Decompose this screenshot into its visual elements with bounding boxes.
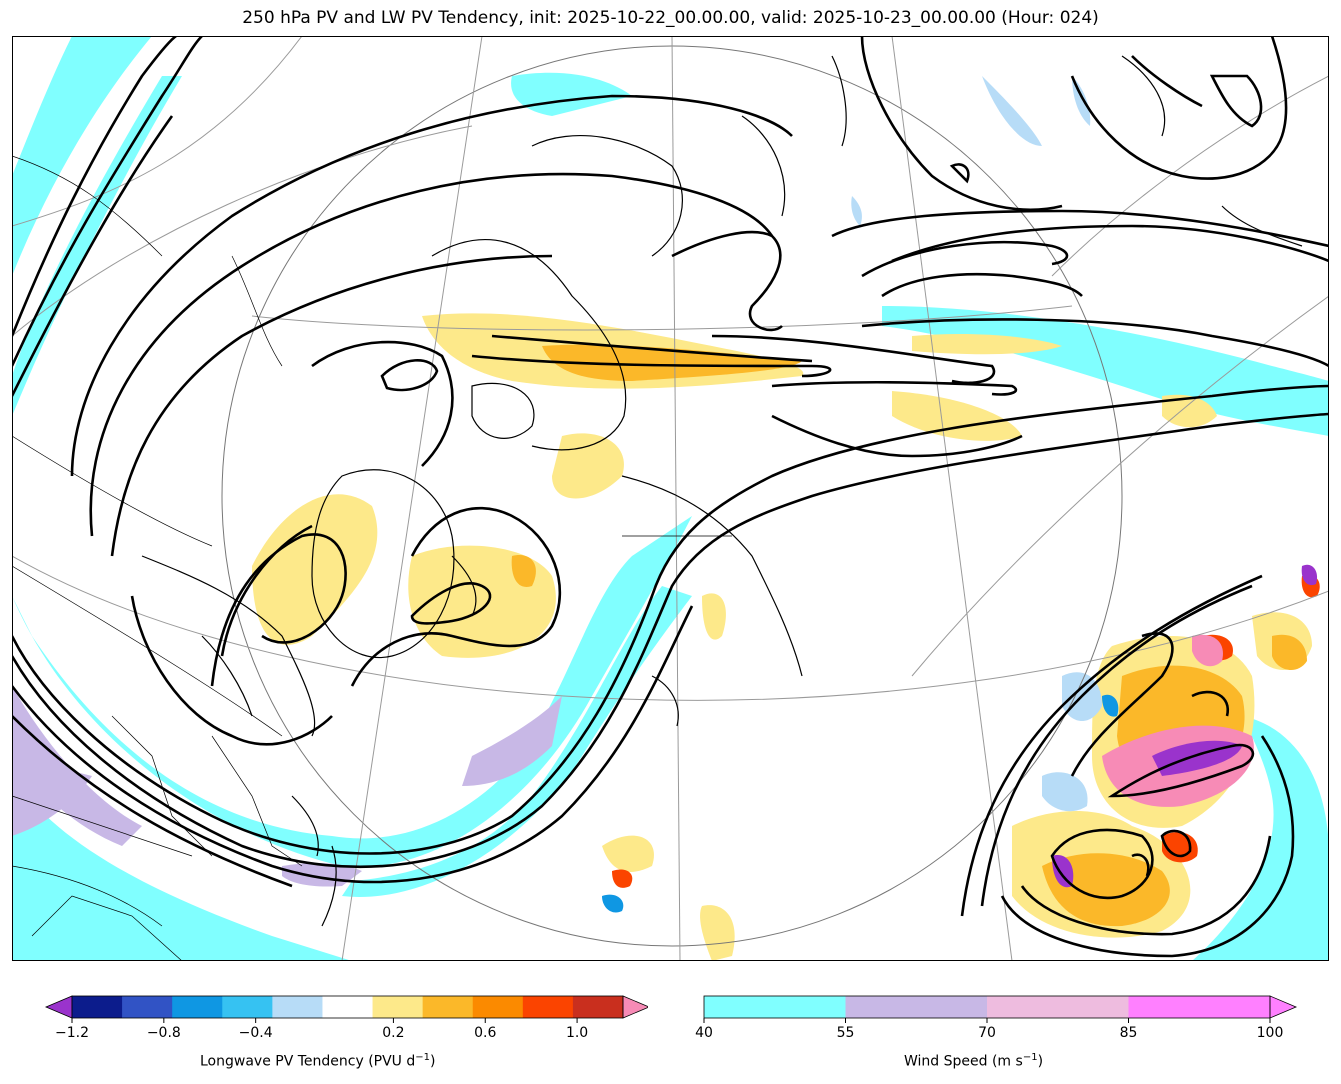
wind-colorbar-swatch [987,996,1129,1018]
wind-colorbar-tick-label: 85 [1119,1025,1138,1041]
pv-colorbar-tick-label: 1.0 [565,1025,589,1041]
pv-colorbar-swatch [522,996,574,1018]
pv-colorbar-swatch [72,996,123,1018]
map-background [12,36,1329,961]
pv-colorbar-tick-label: 0.2 [382,1025,405,1041]
pv-colorbar-tick-label: 0.6 [474,1025,497,1041]
map-frame [12,36,1329,961]
pv-colorbar-swatch [472,996,524,1018]
pv-tendency-negative-strong [602,694,1119,913]
map-title: 250 hPa PV and LW PV Tendency, init: 202… [242,8,1099,28]
wind-colorbar-tick-label: 40 [695,1025,713,1041]
pv-colorbar-swatch [172,996,223,1018]
pv-colorbar-frame [71,995,624,1019]
pv-colorbar-over [622,995,648,1019]
pv-colorbar-swatch [122,996,173,1018]
pv-colorbar-tick-label: −0.4 [238,1025,273,1041]
pv-colorbar-swatch [272,996,323,1018]
wind-colorbar-tick-label: 100 [1256,1025,1284,1041]
pv-colorbar-swatch [372,996,424,1018]
wind-colorbar-over [1269,995,1298,1019]
wind-colorbar-swatch [845,996,988,1018]
pv-colorbar-tick-label: −0.8 [146,1025,181,1041]
wind-colorbar-swatch [1128,996,1271,1018]
pv-colorbar-tick-label: −1.2 [55,1025,89,1041]
wind-colorbar-tick-label: 55 [836,1025,855,1041]
pv-colorbar-swatch [222,996,273,1018]
pv-map [12,36,1329,961]
wind-colorbar-swatch [704,996,846,1018]
pv-contours [12,36,1329,958]
pv-colorbar-label: Longwave PV Tendency (PVU d−1) [200,1052,436,1070]
pv-tendency-negative [851,76,1102,812]
wind-colorbar-tick-label: 70 [978,1025,996,1041]
wind-colorbar-label: Wind Speed (m s−1) [904,1052,1044,1070]
wind-speed-colorbar [703,995,1298,1023]
pv-colorbar-under [44,995,73,1019]
pv-colorbar-swatch [322,996,374,1018]
pv-colorbar-swatch [572,996,624,1018]
pv-colorbar-swatch [422,996,474,1018]
pv-tendency-colorbar [44,995,648,1023]
